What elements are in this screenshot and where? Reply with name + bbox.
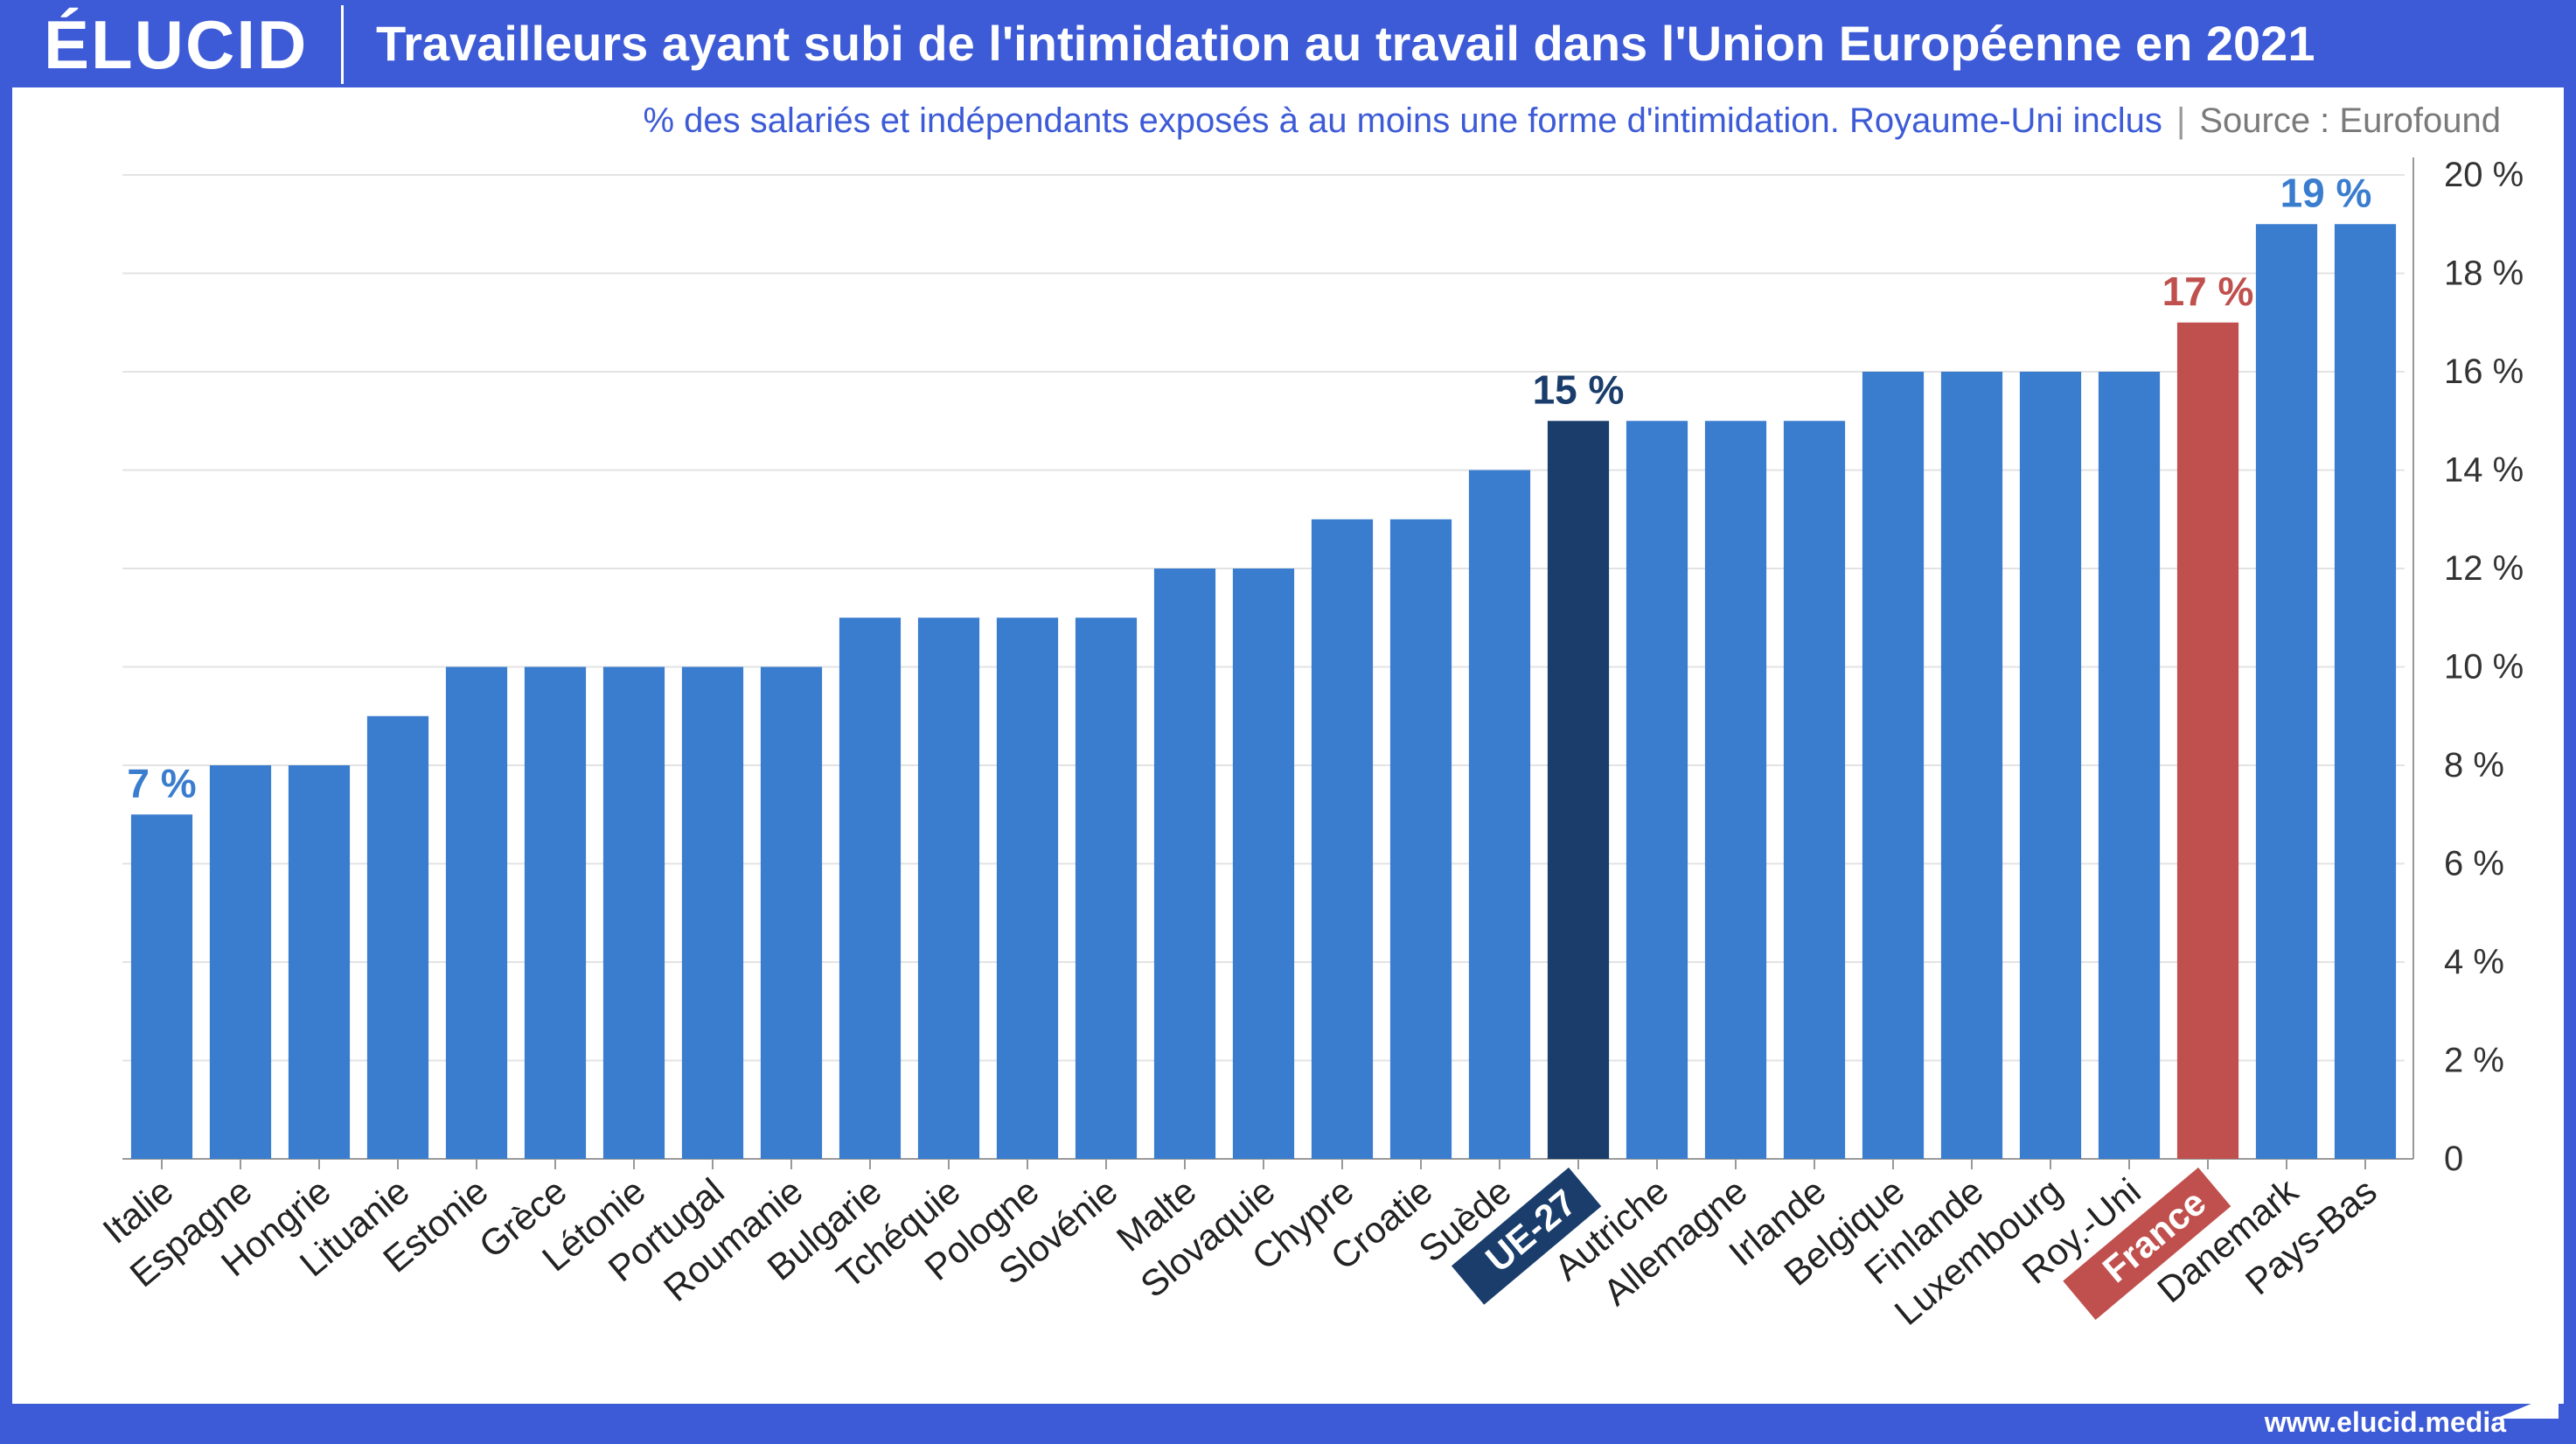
bar-lituanie <box>366 715 429 1159</box>
y-tick-label: 6 % <box>2444 845 2504 883</box>
bar-chypre <box>1311 519 1374 1159</box>
bar-luxembourg <box>2019 372 2082 1159</box>
bar-belgique <box>1862 372 1925 1159</box>
subtitle-separator: | <box>2176 101 2186 140</box>
bar-tch-quie <box>917 617 980 1159</box>
bar-france <box>2176 322 2239 1159</box>
bar-allemagne <box>1704 421 1767 1159</box>
bar-pays-bas <box>2334 224 2397 1159</box>
bar-gr-ce <box>524 666 587 1159</box>
bar-su-de <box>1468 470 1531 1159</box>
y-tick-label: 18 % <box>2444 255 2524 293</box>
bar-estonie <box>445 666 508 1159</box>
bar-ue-27 <box>1547 421 1610 1159</box>
y-tick-label: 8 % <box>2444 746 2504 785</box>
y-tick-label: 10 % <box>2444 648 2524 687</box>
bar-irlande <box>1783 421 1846 1159</box>
bar-italie <box>130 814 193 1159</box>
bar-bulgarie <box>839 617 902 1159</box>
source-note: Source : Eurofound <box>2199 101 2501 140</box>
bar-autriche <box>1626 421 1688 1159</box>
data-label: 7 % <box>127 760 196 806</box>
chart-title: Travailleurs ayant subi de l'intimidatio… <box>376 16 2315 71</box>
y-tick-label: 4 % <box>2444 943 2504 981</box>
y-tick-label: 2 % <box>2444 1042 2504 1080</box>
header: ÉLUCID Travailleurs ayant subi de l'inti… <box>0 0 2576 87</box>
bar-finlande <box>1940 372 2003 1159</box>
highlight-label-box <box>1451 1167 1602 1305</box>
bar-slov-nie <box>1075 617 1138 1159</box>
bar-slovaquie <box>1232 569 1295 1159</box>
footer-url[interactable]: www.elucid.media <box>2264 1406 2506 1438</box>
bar-portugal <box>681 666 744 1159</box>
y-tick-label: 14 % <box>2444 451 2524 490</box>
bar-danemark <box>2255 224 2318 1159</box>
highlight-label-box <box>2063 1167 2231 1321</box>
header-divider <box>341 5 344 84</box>
bar-hongrie <box>288 765 351 1159</box>
data-label: 15 % <box>1533 366 1625 412</box>
bar-pologne <box>996 617 1059 1159</box>
y-tick-label: 20 % <box>2444 156 2524 194</box>
brand-mark-icon <box>2496 1392 2559 1419</box>
y-tick-label: 16 % <box>2444 352 2524 391</box>
subtitle-description: % des salariés et indépendants exposés à… <box>643 101 2162 140</box>
bar-malte <box>1153 569 1216 1159</box>
bar-roumanie <box>760 666 823 1159</box>
chart-subtitle: % des salariés et indépendants exposés à… <box>0 96 2501 145</box>
brand-logo: ÉLUCID <box>44 6 309 83</box>
bar-croatie <box>1389 519 1452 1159</box>
y-tick-label: 0 <box>2444 1140 2463 1178</box>
data-label: 19 % <box>2280 170 2372 215</box>
bar-l-tonie <box>602 666 665 1159</box>
bar-roy-uni <box>2098 372 2161 1159</box>
y-tick-label: 12 % <box>2444 549 2524 588</box>
data-label: 17 % <box>2162 269 2254 314</box>
bar-espagne <box>209 765 272 1159</box>
